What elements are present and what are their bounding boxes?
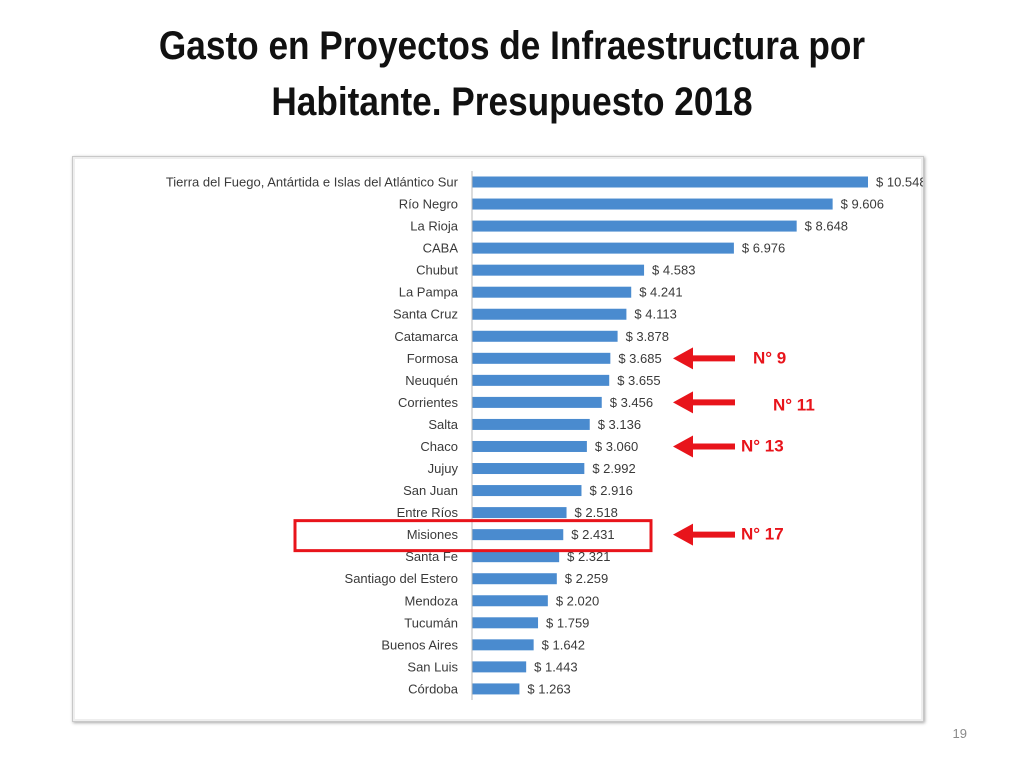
- data-label: $ 3.136: [598, 417, 641, 432]
- bar: [472, 286, 632, 298]
- arrow-head: [673, 523, 693, 546]
- data-label: $ 3.878: [626, 329, 669, 344]
- data-label: $ 3.060: [595, 439, 638, 454]
- bar: [472, 529, 564, 541]
- bar: [472, 220, 797, 232]
- data-label: $ 9.606: [841, 197, 884, 212]
- data-label: $ 8.648: [805, 219, 848, 234]
- category-label: La Rioja: [410, 219, 458, 234]
- bar: [472, 330, 618, 342]
- bar: [472, 440, 587, 452]
- data-label: $ 2.020: [556, 593, 599, 608]
- data-label: $ 3.655: [617, 373, 660, 388]
- annotation-label: N° 17: [741, 525, 784, 544]
- bar: [472, 617, 539, 629]
- category-label: La Pampa: [399, 285, 459, 300]
- data-label: $ 3.685: [618, 351, 661, 366]
- bar: [472, 683, 520, 695]
- bar: [472, 507, 567, 519]
- bar: [472, 463, 585, 475]
- annotation-label: N° 9: [753, 348, 786, 367]
- annotation-label: N° 13: [741, 436, 784, 455]
- bar: [472, 551, 560, 563]
- slide-title: Gasto en Proyectos de Infraestructura po…: [88, 18, 936, 130]
- category-label: Tierra del Fuego, Antártida e Islas del …: [166, 175, 459, 190]
- data-label: $ 3.456: [610, 395, 653, 410]
- arrow-head: [673, 391, 693, 414]
- bar-chart: Tierra del Fuego, Antártida e Islas del …: [166, 170, 923, 700]
- bar: [472, 374, 610, 386]
- data-label: $ 6.976: [742, 241, 785, 256]
- data-label: $ 1.263: [527, 681, 570, 696]
- category-label: Río Negro: [399, 197, 458, 212]
- bar: [472, 176, 868, 188]
- slide-title-line-1: Gasto en Proyectos de Infraestructura po…: [158, 24, 866, 68]
- bar: [472, 198, 833, 210]
- category-label: Buenos Aires: [381, 637, 458, 652]
- bar: [472, 661, 527, 673]
- data-label: $ 1.642: [542, 637, 585, 652]
- category-label: Jujuy: [428, 461, 459, 476]
- bar: [472, 242, 734, 254]
- category-label: Tucumán: [404, 615, 458, 630]
- arrow-head: [673, 347, 693, 370]
- bar: [472, 418, 590, 430]
- category-label: San Luis: [407, 659, 458, 674]
- category-label: Formosa: [407, 351, 459, 366]
- data-label: $ 2.518: [575, 505, 618, 520]
- category-label: Corrientes: [398, 395, 458, 410]
- category-label: Córdoba: [408, 681, 459, 696]
- data-label: $ 4.583: [652, 263, 695, 278]
- bar: [472, 485, 582, 497]
- data-label: $ 2.431: [571, 527, 614, 542]
- annotation-label: N° 11: [773, 395, 815, 414]
- category-label: Mendoza: [405, 593, 459, 608]
- highlight-box: [293, 519, 653, 553]
- data-label: $ 2.992: [592, 461, 635, 476]
- category-label: Santa Fe: [405, 549, 458, 564]
- category-label: San Juan: [403, 483, 458, 498]
- data-label: $ 1.759: [546, 615, 589, 630]
- bar: [472, 573, 557, 585]
- category-label: Chubut: [416, 263, 458, 278]
- category-label: Entre Ríos: [397, 505, 459, 520]
- category-label: Salta: [428, 417, 458, 432]
- category-label: Catamarca: [394, 329, 458, 344]
- bar: [472, 308, 627, 320]
- bar: [472, 352, 611, 364]
- bar: [472, 396, 602, 408]
- data-label: $ 4.241: [639, 285, 682, 300]
- bar: [472, 264, 645, 276]
- bar: [472, 595, 548, 607]
- category-label: CABA: [423, 241, 459, 256]
- category-label: Santa Cruz: [393, 307, 458, 322]
- arrow-head: [673, 435, 693, 458]
- data-label: $ 2.259: [565, 571, 608, 586]
- data-label: $ 4.113: [634, 307, 676, 322]
- category-label: Chaco: [420, 439, 458, 454]
- data-label: $ 10.548: [876, 175, 923, 190]
- data-label: $ 1.443: [534, 659, 577, 674]
- category-label: Neuquén: [405, 373, 458, 388]
- category-label: Santiago del Estero: [345, 571, 458, 586]
- chart-frame: Tierra del Fuego, Antártida e Islas del …: [72, 156, 924, 722]
- bar: [472, 639, 534, 651]
- slide-title-line-2: Habitante. Presupuesto 2018: [271, 80, 753, 124]
- data-label: $ 2.916: [589, 483, 632, 498]
- slide-number: 19: [952, 726, 967, 741]
- data-label: $ 2.321: [567, 549, 610, 564]
- category-label: Misiones: [407, 527, 459, 542]
